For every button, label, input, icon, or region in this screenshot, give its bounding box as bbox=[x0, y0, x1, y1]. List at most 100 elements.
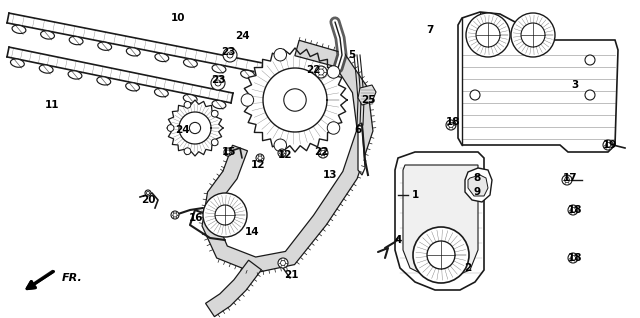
Text: 10: 10 bbox=[171, 13, 185, 23]
Circle shape bbox=[568, 253, 578, 263]
Circle shape bbox=[184, 148, 191, 155]
Text: FR.: FR. bbox=[62, 273, 83, 283]
Text: 18: 18 bbox=[445, 117, 460, 127]
Text: 3: 3 bbox=[572, 80, 579, 90]
Text: 13: 13 bbox=[323, 170, 337, 180]
Text: 18: 18 bbox=[568, 205, 582, 215]
Ellipse shape bbox=[155, 53, 169, 62]
Circle shape bbox=[318, 148, 328, 158]
Polygon shape bbox=[468, 175, 488, 196]
Circle shape bbox=[203, 193, 247, 237]
Text: 12: 12 bbox=[251, 160, 265, 170]
Text: 24: 24 bbox=[235, 31, 250, 41]
Ellipse shape bbox=[183, 94, 197, 103]
Polygon shape bbox=[403, 165, 478, 278]
Text: 7: 7 bbox=[426, 25, 434, 35]
Text: 17: 17 bbox=[563, 173, 577, 183]
Circle shape bbox=[564, 177, 570, 183]
Ellipse shape bbox=[69, 37, 83, 45]
Polygon shape bbox=[167, 100, 223, 156]
Circle shape bbox=[562, 175, 572, 185]
Circle shape bbox=[315, 66, 327, 78]
Ellipse shape bbox=[212, 100, 226, 109]
Ellipse shape bbox=[126, 48, 140, 56]
Ellipse shape bbox=[12, 25, 26, 33]
Circle shape bbox=[470, 90, 480, 100]
Text: 22: 22 bbox=[314, 147, 328, 157]
Circle shape bbox=[321, 150, 326, 156]
Text: 11: 11 bbox=[45, 100, 60, 110]
Text: 14: 14 bbox=[244, 227, 259, 237]
Circle shape bbox=[318, 69, 324, 75]
Circle shape bbox=[167, 125, 174, 131]
Circle shape bbox=[274, 139, 287, 151]
Circle shape bbox=[173, 213, 177, 217]
Circle shape bbox=[226, 150, 230, 154]
Circle shape bbox=[605, 142, 611, 148]
Circle shape bbox=[278, 258, 288, 268]
Text: 16: 16 bbox=[189, 213, 204, 223]
Text: 8: 8 bbox=[474, 173, 481, 183]
Polygon shape bbox=[465, 168, 492, 202]
Circle shape bbox=[241, 94, 253, 106]
Text: 18: 18 bbox=[568, 253, 582, 263]
Circle shape bbox=[327, 122, 340, 134]
Circle shape bbox=[280, 260, 285, 266]
Polygon shape bbox=[243, 48, 347, 152]
Circle shape bbox=[258, 156, 262, 160]
Polygon shape bbox=[395, 152, 484, 290]
Circle shape bbox=[211, 76, 225, 90]
Polygon shape bbox=[202, 40, 373, 273]
Text: 5: 5 bbox=[348, 50, 356, 60]
Circle shape bbox=[327, 66, 340, 78]
Circle shape bbox=[603, 140, 613, 150]
Text: 23: 23 bbox=[221, 47, 236, 57]
Text: 20: 20 bbox=[141, 195, 156, 205]
Text: 2: 2 bbox=[465, 263, 472, 273]
Circle shape bbox=[466, 13, 510, 57]
Circle shape bbox=[215, 205, 235, 225]
Circle shape bbox=[446, 120, 456, 130]
Circle shape bbox=[147, 191, 150, 195]
Text: 4: 4 bbox=[394, 235, 402, 245]
Text: 6: 6 bbox=[355, 125, 362, 135]
Circle shape bbox=[427, 241, 455, 269]
Circle shape bbox=[224, 148, 232, 156]
Circle shape bbox=[215, 80, 221, 86]
Circle shape bbox=[223, 48, 237, 62]
Circle shape bbox=[256, 154, 264, 162]
Ellipse shape bbox=[97, 77, 111, 85]
Circle shape bbox=[568, 205, 578, 215]
Circle shape bbox=[280, 151, 284, 155]
Circle shape bbox=[274, 48, 287, 61]
Polygon shape bbox=[205, 260, 261, 317]
Ellipse shape bbox=[125, 83, 140, 91]
Ellipse shape bbox=[241, 70, 255, 79]
Ellipse shape bbox=[68, 71, 82, 79]
Text: 12: 12 bbox=[278, 150, 292, 160]
Text: 19: 19 bbox=[603, 140, 617, 150]
Text: 9: 9 bbox=[474, 187, 481, 197]
Circle shape bbox=[284, 89, 306, 111]
Text: 15: 15 bbox=[221, 147, 236, 157]
Text: 21: 21 bbox=[284, 270, 298, 280]
Circle shape bbox=[449, 122, 454, 128]
Polygon shape bbox=[458, 12, 618, 152]
Circle shape bbox=[278, 149, 286, 157]
Circle shape bbox=[171, 211, 179, 219]
Ellipse shape bbox=[40, 31, 54, 39]
Text: 24: 24 bbox=[175, 125, 189, 135]
Ellipse shape bbox=[98, 42, 111, 50]
Circle shape bbox=[511, 13, 555, 57]
Ellipse shape bbox=[212, 65, 226, 73]
Circle shape bbox=[476, 23, 500, 47]
Text: 22: 22 bbox=[306, 65, 320, 75]
Ellipse shape bbox=[184, 59, 197, 67]
Circle shape bbox=[189, 122, 200, 134]
Polygon shape bbox=[358, 123, 365, 175]
Circle shape bbox=[145, 190, 151, 196]
Circle shape bbox=[585, 90, 595, 100]
Text: 25: 25 bbox=[361, 95, 375, 105]
Polygon shape bbox=[358, 85, 376, 105]
Circle shape bbox=[227, 52, 233, 58]
